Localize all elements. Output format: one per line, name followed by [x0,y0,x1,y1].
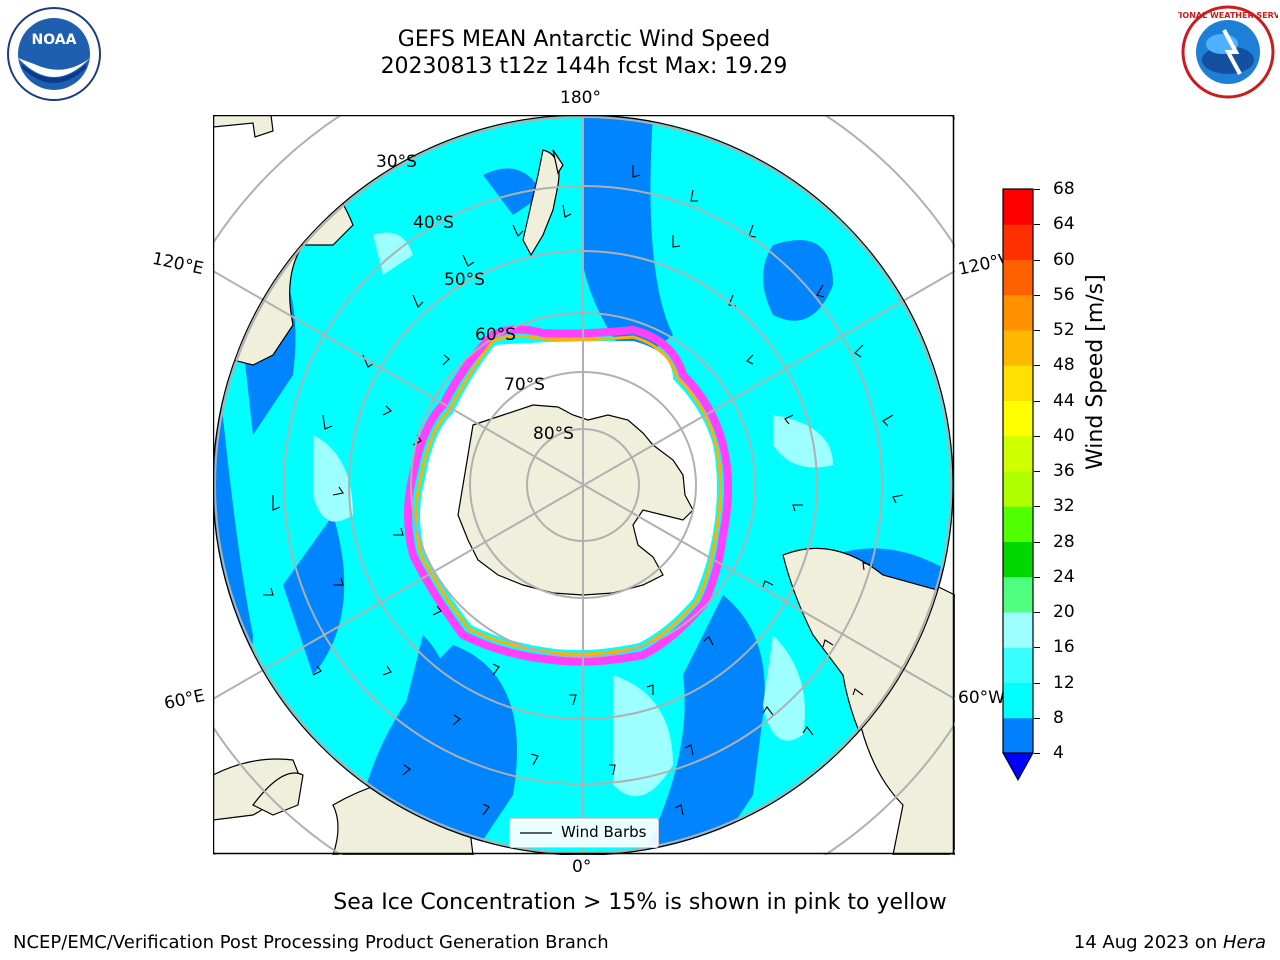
colorbar-swatch [1003,365,1033,401]
graticule [213,115,955,855]
wind-barbs [263,165,904,816]
map-frame [213,115,955,855]
colorbar-tick-label: 20 [1053,602,1075,622]
map-legend: Wind Barbs [509,818,659,848]
lon-label-0: 0° [572,857,592,877]
colorbar-underflow [1002,752,1034,782]
colorbar-tick-mark [1034,365,1040,367]
colorbar-swatch [1003,330,1033,366]
colorbar-swatch [1003,294,1033,331]
colorbar-swatch [1003,471,1033,507]
colorbar-frame [1002,188,1034,754]
colorbar-tick-mark [1034,576,1040,578]
colorbar-tick-label: 44 [1053,390,1075,411]
colorbar-tick-label: 48 [1053,355,1075,376]
wind-barb-legend-line [520,832,552,834]
colorbar-tick-mark [1034,682,1040,684]
colorbar-swatch [1003,224,1033,260]
colorbar-tick-mark [1034,541,1040,543]
colorbar-tick-mark [1034,435,1040,437]
colorbar-swatch [1003,506,1033,542]
lat-label-50s: 50°S [444,270,485,290]
colorbar-swatch [1003,541,1033,578]
colorbar-tick-label: 40 [1053,425,1075,446]
colorbar-tick-label: 56 [1053,284,1075,305]
colorbar-tick-mark [1034,612,1040,613]
footer-date-text: 14 Aug 2023 on [1073,932,1223,953]
antarctica [457,404,694,596]
colorbar-tick-mark [1034,189,1040,190]
lon-label-60w: 60°W [958,688,1005,708]
colorbar-swatch [1003,647,1033,683]
colorbar-tick-mark [1034,471,1040,472]
lat-label-40s: 40°S [413,213,454,233]
colorbar-tick-label: 64 [1053,214,1075,235]
noaa-logo-text: NOAA [32,32,77,48]
colorbar-tick-label: 24 [1053,566,1075,587]
sea-ice-note: Sea Ice Concentration > 15% is shown in … [333,890,947,915]
colorbar-tick-mark [1034,294,1040,296]
colorbar-swatch [1003,717,1033,754]
lon-label-120e: 120°E [150,248,206,280]
noaa-logo: NOAA [7,7,101,101]
colorbar-swatch [1003,576,1033,613]
colorbar-tick-mark [1034,224,1040,226]
colorbar-tick-mark [1034,330,1040,331]
colorbar-swatch [1003,682,1033,719]
colorbar-tick-label: 36 [1053,461,1075,481]
nws-logo: NATIONAL WEATHER SERVICE [1178,5,1278,99]
colorbar-tick-label: 4 [1053,743,1064,763]
colorbar-swatch [1003,400,1033,437]
map-panel [213,115,955,855]
footer-date: 14 Aug 2023 on Hera [1074,932,1266,953]
svg-text:NATIONAL WEATHER SERVICE: NATIONAL WEATHER SERVICE [1178,11,1278,20]
colorbar-tick-label: 16 [1053,637,1075,658]
lon-label-180: 180° [560,88,601,108]
colorbar-swatch [1003,189,1033,225]
colorbar-tick-mark [1034,259,1040,261]
map-title: GEFS MEAN Antarctic Wind Speed [397,27,771,52]
colorbar-tick-label: 12 [1053,672,1075,693]
lat-label-60s: 60°S [475,325,516,345]
colorbar-tick-mark [1034,753,1040,754]
colorbar-tick-label: 60 [1053,249,1075,270]
footer-credit: NCEP/EMC/Verification Post Processing Pr… [13,932,609,953]
colorbar-tick-label: 28 [1053,531,1075,552]
colorbar-swatch [1003,612,1033,648]
colorbar-swatch [1003,259,1033,296]
colorbar [1002,188,1034,782]
colorbar-tick-label: 32 [1053,496,1075,517]
legend-label: Wind Barbs [561,823,647,841]
colorbar-label: Wind Speed [m/s] [1083,274,1108,470]
colorbar-tick-mark [1034,647,1040,649]
lon-label-60e: 60°E [162,685,207,715]
colorbar-tick-label: 52 [1053,320,1075,340]
footer-machine: Hera [1222,932,1266,953]
lat-label-30s: 30°S [376,152,417,172]
colorbar-tick-mark [1034,506,1040,508]
colorbar-tick-label: 68 [1053,179,1075,199]
colorbar-tick-label: 8 [1053,707,1064,728]
map-subtitle: 20230813 t12z 144h fcst Max: 19.29 [380,54,788,79]
colorbar-tick-mark [1034,400,1040,402]
colorbar-swatch [1003,435,1033,472]
lat-label-80s: 80°S [533,424,574,444]
lat-label-70s: 70°S [504,375,545,395]
colorbar-tick-mark [1034,717,1040,719]
